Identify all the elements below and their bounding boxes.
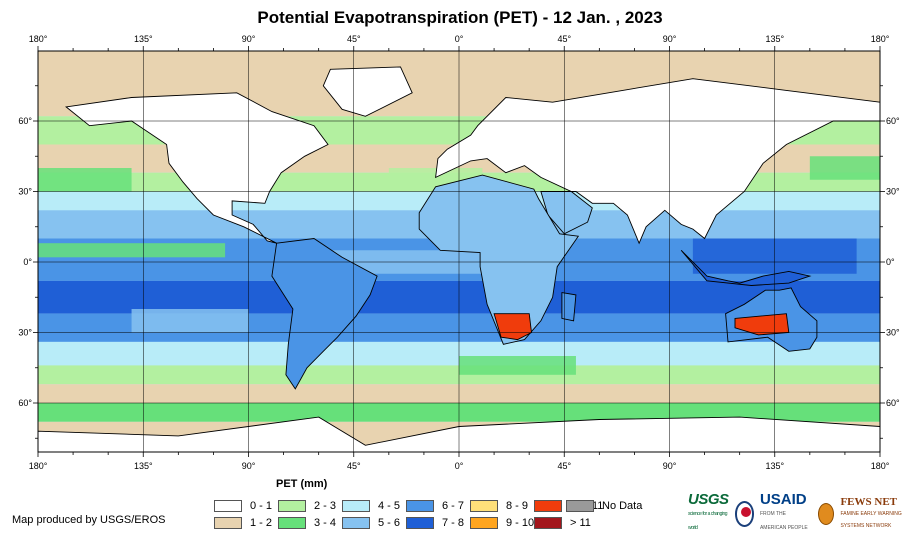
lon-label: 135°	[765, 34, 784, 44]
legend-swatch	[214, 499, 242, 512]
legend-swatch	[406, 516, 434, 529]
axis-ticks	[33, 46, 885, 457]
pet-patch-3	[131, 309, 249, 333]
lon-label: 90°	[663, 461, 677, 470]
legend-item: 5 - 6	[342, 516, 400, 529]
legend-item: 0 - 1	[214, 499, 272, 512]
lon-label: 0°	[455, 34, 464, 44]
legend-label: > 11	[570, 516, 591, 529]
lat-label-left: 60°	[18, 398, 32, 408]
legend-swatch	[214, 516, 242, 529]
legend-label: 1 - 2	[250, 516, 273, 529]
lat-label-left: 0°	[23, 257, 32, 267]
lat-label-right: 60°	[886, 398, 900, 408]
land-greenland	[322, 66, 413, 117]
legend-item: 9 - 10	[470, 516, 534, 529]
lon-label: 90°	[663, 34, 677, 44]
pet-patch-7	[38, 168, 132, 192]
legend-label: 7 - 8	[442, 516, 465, 529]
lon-label: 180°	[29, 34, 48, 44]
usaid-logo: USAID FROM THE AMERICAN PEOPLE	[759, 491, 813, 535]
legend-swatch	[342, 499, 370, 512]
fews-net-logo: FEWS NET FAMINE EARLY WARNING SYSTEMS NE…	[840, 496, 920, 532]
legend-label: 6 - 7	[442, 499, 465, 512]
lat-label-right: 30°	[886, 187, 900, 197]
lon-label: 45°	[557, 461, 571, 470]
legend-item: 2 - 3	[278, 499, 336, 512]
legend-item: 4 - 5	[342, 499, 400, 512]
fews-globe-icon	[818, 503, 835, 525]
land-north-america	[65, 92, 329, 244]
legend-item: 6 - 7	[406, 499, 464, 512]
lat-label-left: 60°	[18, 116, 32, 126]
lon-label: 45°	[557, 34, 571, 44]
lon-label: 180°	[871, 34, 890, 44]
usgs-logo: USGS science for a changing world	[688, 491, 729, 535]
usaid-logo-text: USAID	[759, 491, 807, 508]
lon-label: 45°	[347, 461, 361, 470]
legend-item: 1 - 2	[214, 516, 272, 529]
land-europe-asia	[435, 78, 880, 245]
legend-swatch	[278, 499, 306, 512]
pet-patch-4	[459, 356, 576, 375]
legend-swatch	[470, 499, 498, 512]
legend-item: > 11	[534, 516, 591, 529]
legend-swatch	[566, 499, 594, 512]
usgs-logo-text: USGS	[688, 491, 729, 508]
pet-patch-6	[809, 156, 880, 180]
lat-label-right: 30°	[886, 328, 900, 338]
legend-item: 8 - 9	[470, 499, 528, 512]
legend-label: 0 - 1	[250, 499, 273, 512]
lon-label: 180°	[871, 461, 890, 470]
logos: USGS science for a changing world USAID …	[688, 492, 920, 532]
legend-label: No Data	[602, 499, 643, 512]
fews-logo-text: FEWS NET	[840, 496, 897, 508]
lon-label: 135°	[765, 461, 784, 470]
land-australia-hot	[734, 313, 790, 336]
lat-label-left: 30°	[18, 187, 32, 197]
lat-label-right: 0°	[886, 257, 895, 267]
lon-label: 90°	[242, 461, 256, 470]
pet-patch-0	[38, 243, 226, 258]
lon-label: 0°	[455, 461, 464, 470]
lon-label: 135°	[134, 34, 153, 44]
land-south-africa-hot	[493, 313, 532, 341]
lon-label: 180°	[29, 461, 48, 470]
land-indonesia	[680, 249, 812, 286]
axis-labels: 180° 180° 135° 135° 90° 90° 45° 45° 0° 0° 45° 45° 90…	[18, 34, 900, 470]
usgs-tagline: science for a changing world	[688, 511, 728, 531]
usaid-seal-icon	[734, 501, 754, 527]
legend-label: 4 - 5	[378, 499, 401, 512]
legend-item: No Data	[566, 499, 642, 512]
legend-swatch	[534, 516, 562, 529]
usaid-tagline: FROM THE AMERICAN PEOPLE	[759, 511, 808, 531]
lat-label-right: 60°	[886, 116, 900, 126]
legend-swatch	[470, 516, 498, 529]
graticule	[38, 51, 880, 452]
legend-swatch	[406, 499, 434, 512]
legend-swatch	[278, 516, 306, 529]
map-title: Potential Evapotranspiration (PET) - 12 …	[257, 8, 663, 27]
legend-item: 7 - 8	[406, 516, 464, 529]
lon-label: 135°	[134, 461, 153, 470]
legend-label: 2 - 3	[314, 499, 337, 512]
land-madagascar	[561, 292, 577, 322]
legend-item: 3 - 4	[278, 516, 336, 529]
legend-label: 3 - 4	[314, 516, 337, 529]
legend-swatch	[534, 499, 562, 512]
legend-label: 5 - 6	[378, 516, 401, 529]
legend-title: PET (mm)	[276, 478, 328, 490]
legend-label: 8 - 9	[506, 499, 529, 512]
credit-text: Map produced by USGS/EROS	[12, 514, 166, 526]
legend-label: 9 - 10	[506, 516, 535, 529]
legend-swatch	[342, 516, 370, 529]
fews-tagline: FAMINE EARLY WARNING SYSTEMS NETWORK	[840, 511, 902, 529]
lat-label-left: 30°	[18, 328, 32, 338]
lon-label: 45°	[347, 34, 361, 44]
pet-world-map[interactable]: 180° 180° 135° 135° 90° 90° 45° 45° 0° 0° 45° 45° 90…	[0, 0, 920, 470]
lon-label: 90°	[242, 34, 256, 44]
